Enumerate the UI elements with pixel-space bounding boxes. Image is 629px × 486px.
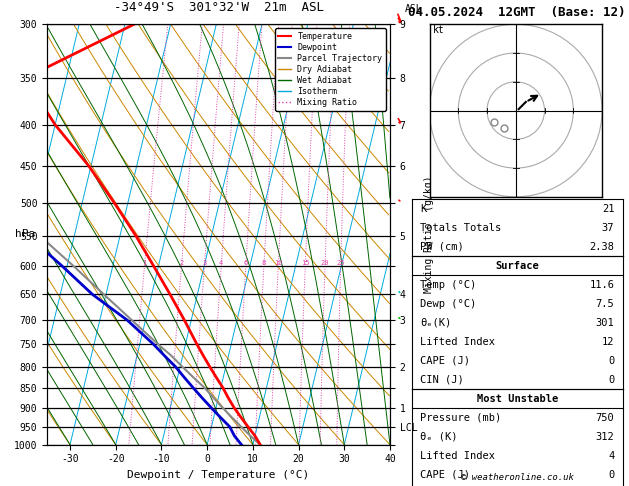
Text: 37: 37 bbox=[602, 223, 615, 233]
Text: 301: 301 bbox=[596, 318, 615, 328]
Text: 12: 12 bbox=[602, 337, 615, 347]
Text: 7.5: 7.5 bbox=[596, 299, 615, 309]
Legend: Temperature, Dewpoint, Parcel Trajectory, Dry Adiabat, Wet Adiabat, Isotherm, Mi: Temperature, Dewpoint, Parcel Trajectory… bbox=[275, 29, 386, 111]
Text: 11.6: 11.6 bbox=[589, 280, 615, 290]
Text: 2.38: 2.38 bbox=[589, 242, 615, 252]
Text: Totals Totals: Totals Totals bbox=[420, 223, 502, 233]
Text: km
ASL: km ASL bbox=[405, 0, 423, 14]
Text: hPa: hPa bbox=[14, 229, 35, 240]
Text: 15: 15 bbox=[301, 260, 309, 266]
Text: 4: 4 bbox=[608, 451, 615, 461]
Text: CAPE (J): CAPE (J) bbox=[420, 470, 470, 480]
Text: 750: 750 bbox=[596, 413, 615, 423]
Text: Dewp (°C): Dewp (°C) bbox=[420, 299, 477, 309]
Text: 21: 21 bbox=[602, 204, 615, 214]
Text: Pressure (mb): Pressure (mb) bbox=[420, 413, 502, 423]
Text: 1: 1 bbox=[142, 260, 147, 266]
Text: Surface: Surface bbox=[496, 261, 539, 271]
Y-axis label: Mixing Ratio  (g/kg): Mixing Ratio (g/kg) bbox=[425, 176, 434, 293]
Text: Most Unstable: Most Unstable bbox=[477, 394, 558, 404]
Text: 2: 2 bbox=[179, 260, 184, 266]
Text: 0: 0 bbox=[608, 470, 615, 480]
Text: CAPE (J): CAPE (J) bbox=[420, 356, 470, 366]
Text: 25: 25 bbox=[337, 260, 345, 266]
Text: -34°49'S  301°32'W  21m  ASL: -34°49'S 301°32'W 21m ASL bbox=[114, 1, 323, 14]
Text: © weatheronline.co.uk: © weatheronline.co.uk bbox=[460, 473, 574, 482]
Text: K: K bbox=[420, 204, 426, 214]
X-axis label: Dewpoint / Temperature (°C): Dewpoint / Temperature (°C) bbox=[128, 470, 309, 480]
Text: θₑ (K): θₑ (K) bbox=[420, 432, 458, 442]
Text: 0: 0 bbox=[608, 375, 615, 385]
Text: 04.05.2024  12GMT  (Base: 12): 04.05.2024 12GMT (Base: 12) bbox=[408, 6, 626, 19]
Text: 0: 0 bbox=[608, 356, 615, 366]
Text: Lifted Index: Lifted Index bbox=[420, 337, 496, 347]
Text: 20: 20 bbox=[321, 260, 329, 266]
Text: Temp (°C): Temp (°C) bbox=[420, 280, 477, 290]
Text: 3: 3 bbox=[203, 260, 206, 266]
Text: kt: kt bbox=[432, 25, 444, 35]
Text: θₑ(K): θₑ(K) bbox=[420, 318, 452, 328]
Text: PW (cm): PW (cm) bbox=[420, 242, 464, 252]
Text: 10: 10 bbox=[274, 260, 282, 266]
Text: 8: 8 bbox=[262, 260, 266, 266]
Text: Lifted Index: Lifted Index bbox=[420, 451, 496, 461]
Text: CIN (J): CIN (J) bbox=[420, 375, 464, 385]
Text: 6: 6 bbox=[243, 260, 248, 266]
Text: 312: 312 bbox=[596, 432, 615, 442]
Text: 4: 4 bbox=[219, 260, 223, 266]
